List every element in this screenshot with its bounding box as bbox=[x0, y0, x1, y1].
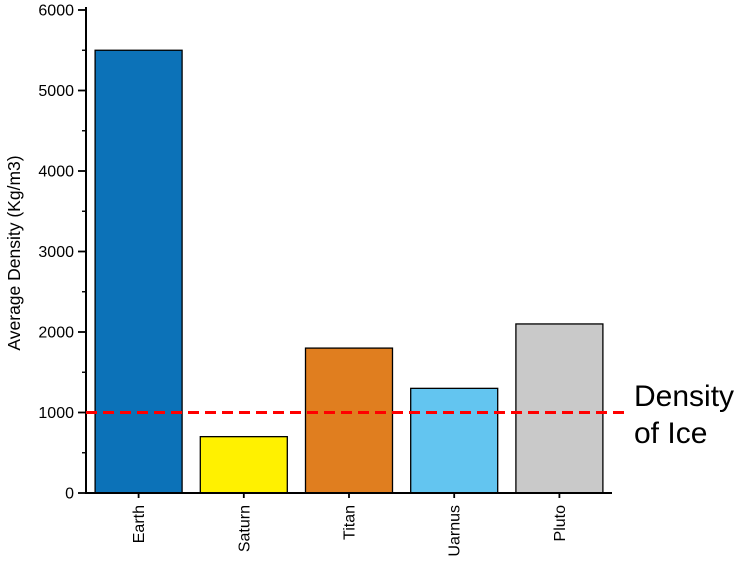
plot-area: 0 1000 2000 3000 4000 5000 6000 Earth Saturn Tita… bbox=[38, 3, 628, 557]
y-tick-label: 5000 bbox=[38, 83, 74, 100]
x-category-label: Titan bbox=[342, 505, 359, 540]
y-tick-label: 1000 bbox=[38, 405, 74, 422]
y-tick-label: 3000 bbox=[38, 244, 74, 261]
bar-uarnus bbox=[410, 387, 499, 494]
y-tick-label: 4000 bbox=[38, 164, 74, 181]
bar-saturn bbox=[199, 435, 288, 494]
bar-titan bbox=[304, 347, 394, 494]
bar-earth bbox=[94, 49, 183, 494]
y-tick-label: 2000 bbox=[38, 325, 74, 342]
bar-pluto bbox=[515, 323, 604, 494]
x-category-label: Uarnus bbox=[447, 505, 464, 557]
y-tick-label: 0 bbox=[65, 486, 74, 503]
x-category-label: Pluto bbox=[552, 505, 569, 542]
x-category-label: Earth bbox=[131, 505, 148, 543]
x-category-label: Saturn bbox=[236, 505, 253, 552]
y-tick-label: 6000 bbox=[38, 3, 74, 20]
reference-line-label-line1: Density bbox=[634, 380, 734, 413]
reference-line-label-line2: of Ice bbox=[634, 417, 707, 450]
y-axis-title: Average Density (Kg/m3) bbox=[4, 155, 24, 350]
